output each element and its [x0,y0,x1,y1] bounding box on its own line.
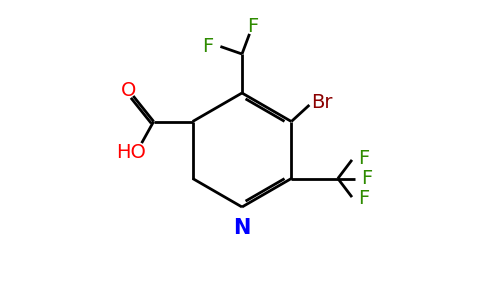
Text: N: N [233,218,251,238]
Text: O: O [121,81,136,100]
Text: F: F [358,149,369,168]
Text: F: F [202,37,213,56]
Text: F: F [358,189,369,208]
Text: F: F [361,169,372,188]
Text: Br: Br [311,92,333,112]
Text: HO: HO [116,143,146,163]
Text: F: F [247,16,258,36]
